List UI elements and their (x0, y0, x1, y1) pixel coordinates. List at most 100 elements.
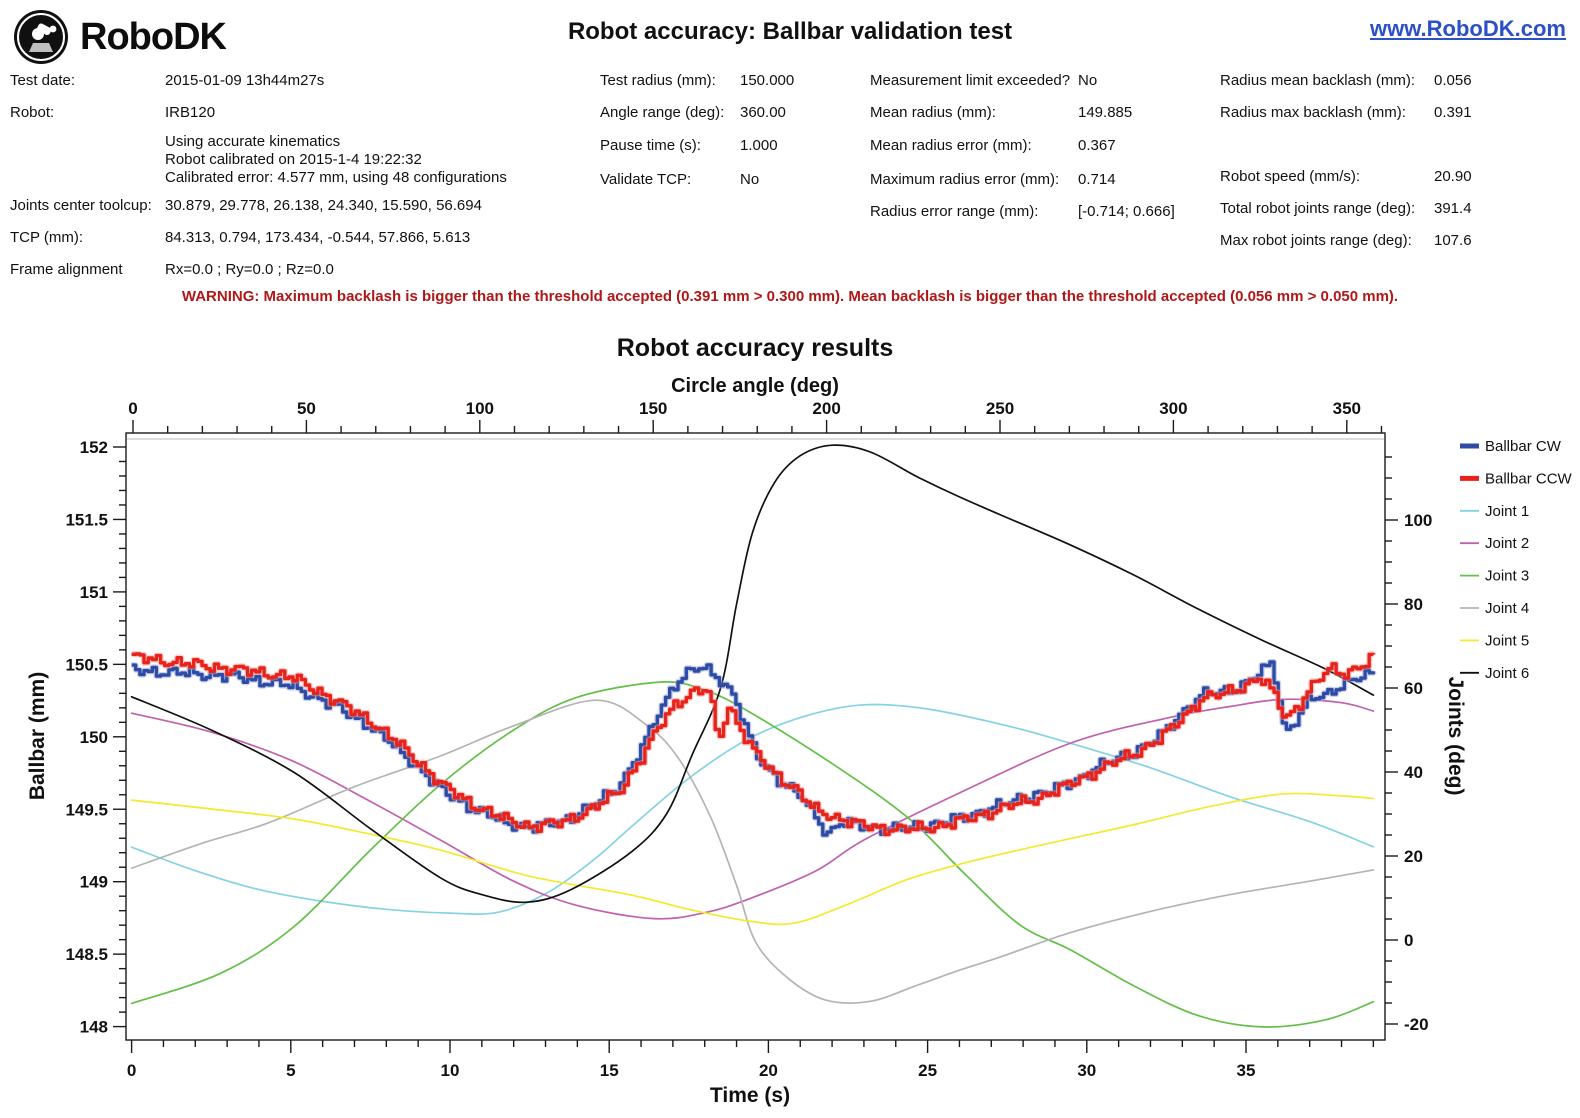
legend-label: Joint 4 (1485, 600, 1529, 617)
field-label: Robot: (10, 104, 55, 121)
field-value: 150.000 (740, 72, 795, 89)
field-value: Robot calibrated on 2015-1-4 19:22:32 (165, 151, 422, 168)
warning-text: WARNING: Maximum backlash is bigger than… (181, 288, 1399, 305)
chart-title: Robot accuracy results (617, 334, 894, 362)
legend-label: Ballbar CW (1485, 438, 1562, 455)
field-label: Maximum radius error (mm): (870, 171, 1060, 188)
field-value: 391.4 (1434, 200, 1472, 217)
bottom-tick-label: 25 (918, 1061, 937, 1080)
legend-label: Joint 3 (1485, 568, 1529, 585)
left-tick-label: 148 (80, 1018, 108, 1037)
field-label: Mean radius error (mm): (870, 137, 1032, 154)
bottom-tick-label: 35 (1237, 1061, 1256, 1080)
series-joint-2 (130, 698, 1375, 920)
field-label: Pause time (s): (600, 137, 701, 154)
field-value: 1.000 (740, 137, 778, 154)
field-value: [-0.714; 0.666] (1078, 203, 1175, 220)
bottom-axis-title: Time (s) (710, 1084, 790, 1107)
right-tick-label: 40 (1404, 763, 1423, 782)
bottom-tick-label: 30 (1077, 1061, 1096, 1080)
field-value: 20.90 (1434, 168, 1472, 185)
field-value: 0.391 (1434, 104, 1472, 121)
robodk-logo: RoboDK (12, 8, 227, 66)
field-label: Max robot joints range (deg): (1220, 232, 1412, 249)
series-joint-3 (130, 681, 1375, 1028)
field-label: Radius error range (mm): (870, 203, 1039, 220)
left-tick-label: 152 (80, 438, 108, 457)
right-tick-label: 0 (1404, 931, 1413, 950)
right-tick-label: 60 (1404, 679, 1423, 698)
field-label: Test radius (mm): (600, 72, 716, 89)
bottom-tick-label: 10 (441, 1061, 460, 1080)
field-label: Joints center toolcup: (10, 197, 152, 214)
field-value: Using accurate kinematics (165, 133, 341, 150)
right-tick-label: 100 (1404, 511, 1432, 530)
field-label: TCP (mm): (10, 229, 84, 246)
top-tick-label: 50 (297, 399, 316, 418)
logo-text: RoboDK (80, 15, 227, 58)
top-tick-label: 0 (128, 399, 137, 418)
field-label: Mean radius (mm): (870, 104, 996, 121)
right-tick-label: 80 (1404, 595, 1423, 614)
field-value: Calibrated error: 4.577 mm, using 48 con… (165, 169, 507, 186)
bottom-tick-label: 20 (759, 1061, 778, 1080)
field-value: 0.714 (1078, 171, 1116, 188)
legend-label: Joint 5 (1485, 632, 1529, 649)
left-tick-label: 149 (80, 873, 108, 892)
field-value: 107.6 (1434, 232, 1472, 249)
left-tick-label: 148.5 (65, 945, 108, 964)
series-joint-4 (130, 699, 1375, 1004)
field-value: 30.879, 29.778, 26.138, 24.340, 15.590, … (165, 197, 482, 214)
field-value: 84.313, 0.794, 173.434, -0.544, 57.866, … (165, 229, 471, 246)
field-value: Rx=0.0 ; Ry=0.0 ; Rz=0.0 (165, 261, 334, 278)
field-label: Frame alignment (10, 261, 123, 278)
field-label: Validate TCP: (600, 171, 692, 188)
legend-label: Joint 6 (1485, 665, 1529, 682)
top-tick-label: 300 (1159, 399, 1187, 418)
bottom-tick-label: 15 (600, 1061, 619, 1080)
right-tick-label: 20 (1404, 847, 1423, 866)
bottom-tick-label: 0 (127, 1061, 136, 1080)
series-ballbar-ccw (131, 652, 1376, 837)
field-value: No (740, 171, 760, 188)
top-tick-label: 200 (812, 399, 840, 418)
top-tick-label: 250 (986, 399, 1014, 418)
series-joint-5 (130, 792, 1375, 926)
right-tick-label: -20 (1404, 1015, 1429, 1034)
field-label: Test date: (10, 72, 76, 89)
field-label: Total robot joints range (deg): (1220, 200, 1416, 217)
field-value: No (1078, 72, 1098, 89)
field-value: 0.367 (1078, 137, 1116, 154)
top-tick-label: 350 (1333, 399, 1361, 418)
legend-label: Joint 2 (1485, 535, 1529, 552)
field-value: 0.056 (1434, 72, 1472, 89)
top-axis-title: Circle angle (deg) (671, 375, 839, 397)
left-axis-title: Ballbar (mm) (26, 672, 49, 800)
left-tick-label: 151.5 (65, 510, 108, 529)
field-value: 2015-01-09 13h44m27s (165, 72, 325, 89)
right-axis-title: Joints (deg) (1444, 677, 1467, 796)
field-value: 149.885 (1078, 104, 1133, 121)
top-tick-label: 150 (639, 399, 667, 418)
left-tick-label: 150.5 (65, 655, 108, 674)
field-label: Radius mean backlash (mm): (1220, 72, 1416, 89)
page-title: Robot accuracy: Ballbar validation test (567, 18, 1013, 45)
left-tick-label: 149.5 (65, 800, 108, 819)
robodk-link[interactable]: www.RoboDK.com (1370, 16, 1566, 41)
legend-label: Joint 1 (1485, 503, 1529, 520)
field-label: Measurement limit exceeded? (870, 72, 1071, 89)
left-tick-label: 151 (80, 583, 108, 602)
series-joint-1 (130, 703, 1375, 915)
series-joint-6 (130, 444, 1375, 904)
legend-label: Ballbar CCW (1485, 470, 1573, 487)
left-tick-label: 150 (80, 728, 108, 747)
top-tick-label: 100 (466, 399, 494, 418)
field-value: IRB120 (165, 104, 216, 121)
field-label: Radius max backlash (mm): (1220, 104, 1406, 121)
bottom-tick-label: 5 (286, 1061, 295, 1080)
field-label: Angle range (deg): (600, 104, 725, 121)
field-value: 360.00 (740, 104, 786, 121)
field-label: Robot speed (mm/s): (1220, 168, 1361, 185)
